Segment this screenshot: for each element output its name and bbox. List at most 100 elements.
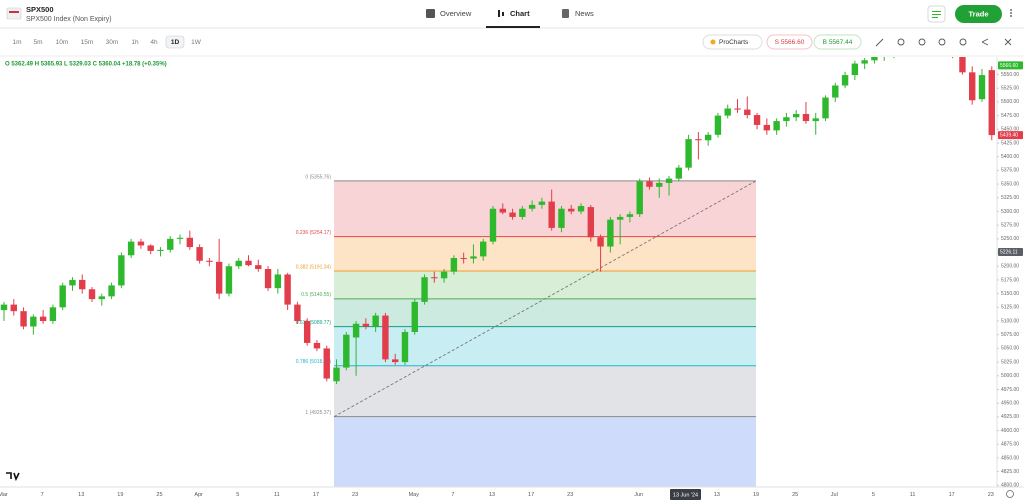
y-tick-label: 5525.00: [1001, 86, 1019, 92]
y-tick-label: 5325.00: [1001, 195, 1019, 201]
y-tick-label: 5500.00: [1001, 99, 1019, 105]
x-tick-label: 7: [41, 492, 44, 498]
price-tag: [998, 61, 1023, 70]
x-tick-label: Jul: [831, 492, 838, 498]
candle-body: [675, 167, 683, 179]
x-tick-label: 23: [352, 492, 358, 498]
candle-body: [656, 182, 663, 187]
symbol-description: SPX500 Index (Non Expiry): [26, 16, 112, 23]
candle-body: [568, 208, 575, 212]
candles: [0, 52, 995, 385]
candle-body: [157, 249, 164, 251]
camera-tool[interactable]: [938, 38, 946, 46]
y-tick-label: 5075.00: [1001, 332, 1019, 338]
candle-body: [959, 57, 966, 73]
candle-body: [822, 97, 829, 119]
candle-body: [440, 271, 448, 279]
x-tick-label: 23: [988, 492, 994, 498]
x-tick-label: 19: [753, 492, 759, 498]
share-tool[interactable]: [981, 38, 989, 46]
tab-news[interactable]: News: [562, 9, 594, 18]
y-tick-label: 5400.00: [1001, 154, 1019, 160]
timeframe[interactable]: 30m: [106, 39, 119, 46]
timeframe[interactable]: 1D: [171, 39, 180, 46]
tab-chart[interactable]: Chart: [486, 9, 540, 28]
timeframe[interactable]: 1m: [12, 39, 21, 46]
fullscreen-tool[interactable]: [1004, 38, 1012, 46]
y-tick-label: 4975.00: [1001, 387, 1019, 393]
procharts-bg: [702, 34, 763, 50]
candle-body: [538, 201, 546, 205]
menu-dot[interactable]: [1010, 9, 1012, 11]
active-tab-underline: [486, 26, 540, 28]
candle-body: [509, 212, 516, 217]
timeframe[interactable]: 4h: [150, 39, 158, 46]
x-tick-label: 11: [910, 492, 916, 498]
draw-tool[interactable]: [875, 38, 884, 47]
candle-body: [108, 285, 115, 297]
buy-button[interactable]: B 5567.44: [813, 34, 862, 50]
axis-settings[interactable]: [1006, 490, 1014, 498]
fibonacci-retracement: 0 (5355.76) 0.236 (5254.17) 0.382 (5191.34…: [296, 174, 757, 487]
candle-body: [724, 108, 731, 116]
candle-body: [685, 139, 692, 168]
candle-body: [49, 307, 57, 322]
fib-level-label: 0.618 (5089.77): [296, 320, 332, 326]
candle-body: [636, 181, 643, 215]
procharts-icon: [710, 39, 716, 45]
fib-level-label: 0.5 (5140.55): [301, 292, 331, 298]
candle-body: [891, 52, 897, 53]
fib-zone: [334, 365, 756, 417]
x-tick-label: 25: [792, 492, 798, 498]
indicator-tool[interactable]: [897, 38, 905, 46]
x-tick-label: Jun: [634, 492, 643, 498]
candle-body: [167, 238, 174, 250]
watchlist-icon: [932, 11, 941, 12]
candle-body: [597, 237, 604, 247]
settings-tool[interactable]: [918, 38, 926, 46]
add-tool[interactable]: [959, 38, 967, 46]
y-tick-label: 5250.00: [1001, 236, 1019, 242]
tab-label: Chart: [510, 9, 530, 18]
x-tick-label: May: [409, 492, 420, 498]
fib-zone: [334, 180, 756, 237]
timeframe[interactable]: 15m: [81, 39, 94, 46]
candle-body: [196, 247, 203, 261]
candle-body: [802, 113, 810, 122]
price-tag-label: 5566.60: [1000, 63, 1018, 69]
trade-button[interactable]: Trade: [955, 5, 1002, 23]
x-tick-label: 17: [528, 492, 534, 498]
y-tick-label: 5000.00: [1001, 373, 1019, 379]
candle-body: [245, 260, 252, 266]
y-tick-label: 5150.00: [1001, 291, 1019, 297]
candle-body: [382, 315, 389, 360]
y-tick-label: 5300.00: [1001, 209, 1019, 215]
timeframe-bar: 1m 5m 10m 15m 30m 1h 4h 1D 1W: [12, 35, 202, 49]
time-axis: Mar7131925Apr5111723May7131723Jun7131925…: [0, 489, 994, 500]
chart-icon: [498, 10, 500, 17]
candle-body: [792, 113, 800, 118]
date-tag-label: 13 Jun '24: [673, 492, 698, 498]
candle-body: [969, 72, 976, 101]
timeframe[interactable]: 1h: [131, 39, 139, 46]
candle-body: [323, 348, 330, 379]
x-tick-label: 11: [274, 492, 280, 498]
timeframe[interactable]: 5m: [33, 39, 42, 46]
tool-icons: [875, 38, 1012, 47]
candle-body: [39, 316, 47, 322]
candle-body: [646, 181, 653, 187]
timeframe[interactable]: 10m: [56, 39, 69, 46]
candle-body: [773, 121, 780, 131]
trade-label: Trade: [968, 9, 988, 18]
tab-overview[interactable]: Overview: [426, 9, 472, 18]
fib-level-label: 0.786 (5018.41): [296, 359, 332, 365]
sell-button[interactable]: S 5566.60: [766, 34, 813, 50]
candle-body: [401, 331, 409, 363]
procharts-button[interactable]: ProCharts: [702, 34, 763, 50]
timeframe[interactable]: 1W: [191, 39, 202, 46]
candle-body: [0, 304, 8, 311]
fib-level-label: 0 (5355.76): [305, 174, 331, 180]
candle-body: [118, 255, 125, 286]
y-tick-label: 5275.00: [1001, 222, 1019, 228]
candle-body: [607, 219, 614, 247]
